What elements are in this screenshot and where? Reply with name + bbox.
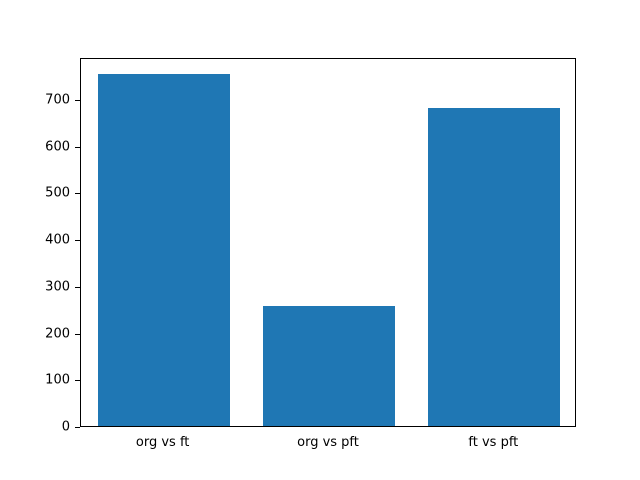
y-tick-label: 700 xyxy=(45,92,70,108)
y-tick-mark xyxy=(75,427,80,428)
y-tick-mark xyxy=(75,146,80,148)
y-tick-label: 500 xyxy=(45,185,70,201)
bar-ft-vs-pft xyxy=(428,108,561,426)
y-tick-label: 400 xyxy=(45,232,70,248)
y-tick-label: 300 xyxy=(45,279,70,295)
y-tick-mark xyxy=(75,380,80,382)
y-tick-mark xyxy=(75,240,80,242)
y-tick-mark xyxy=(75,286,80,288)
bar-org-vs-pft xyxy=(262,305,396,426)
y-tick-mark xyxy=(75,193,80,195)
y-tick-label: 0 xyxy=(61,419,70,435)
x-tick-label: org vs ft xyxy=(135,435,190,450)
y-tick-label: 100 xyxy=(45,372,70,388)
bar-org-vs-ft xyxy=(97,74,230,426)
plot-area xyxy=(80,58,576,427)
y-tick-mark xyxy=(75,100,80,102)
x-tick-label: ft vs pft xyxy=(468,435,519,450)
y-tick-mark xyxy=(75,333,80,335)
y-tick-label: 200 xyxy=(45,326,70,342)
y-tick-label: 600 xyxy=(45,139,70,155)
x-tick-label: org vs pft xyxy=(297,435,359,450)
